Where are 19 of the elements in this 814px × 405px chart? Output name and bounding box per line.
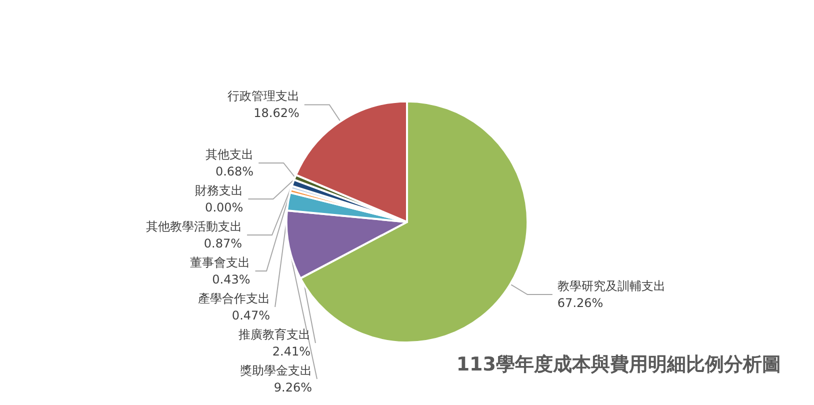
- data-label: 0.47%: [232, 308, 270, 322]
- slice-label: 推廣教育支出: [238, 328, 310, 342]
- slice-label: 其他支出: [206, 148, 254, 162]
- data-label: 67.26%: [557, 296, 604, 310]
- legend-label: 財務支出: [195, 184, 244, 198]
- slice-label: 獎助學金支出: [240, 364, 312, 378]
- data-label: 18.62%: [254, 106, 300, 120]
- data-label: 0.68%: [215, 164, 254, 178]
- data-label: 0.43%: [212, 272, 250, 286]
- data-label: 9.26%: [274, 380, 312, 394]
- slice-label: 教學研究及訓輔支出: [557, 279, 666, 293]
- slice-label: 行政管理支出: [227, 89, 300, 104]
- data-label: 0.87%: [204, 236, 242, 250]
- text: 113學年度成本與費用明細比例分析圖: [456, 354, 782, 376]
- slice-label: 董事會支出: [190, 256, 250, 270]
- slice-label: 產學合作支出: [198, 292, 270, 306]
- data-label: 2.41%: [272, 344, 310, 358]
- slice-label: 其他教學活動支出: [146, 220, 242, 234]
- text: 0.00%: [205, 200, 244, 214]
